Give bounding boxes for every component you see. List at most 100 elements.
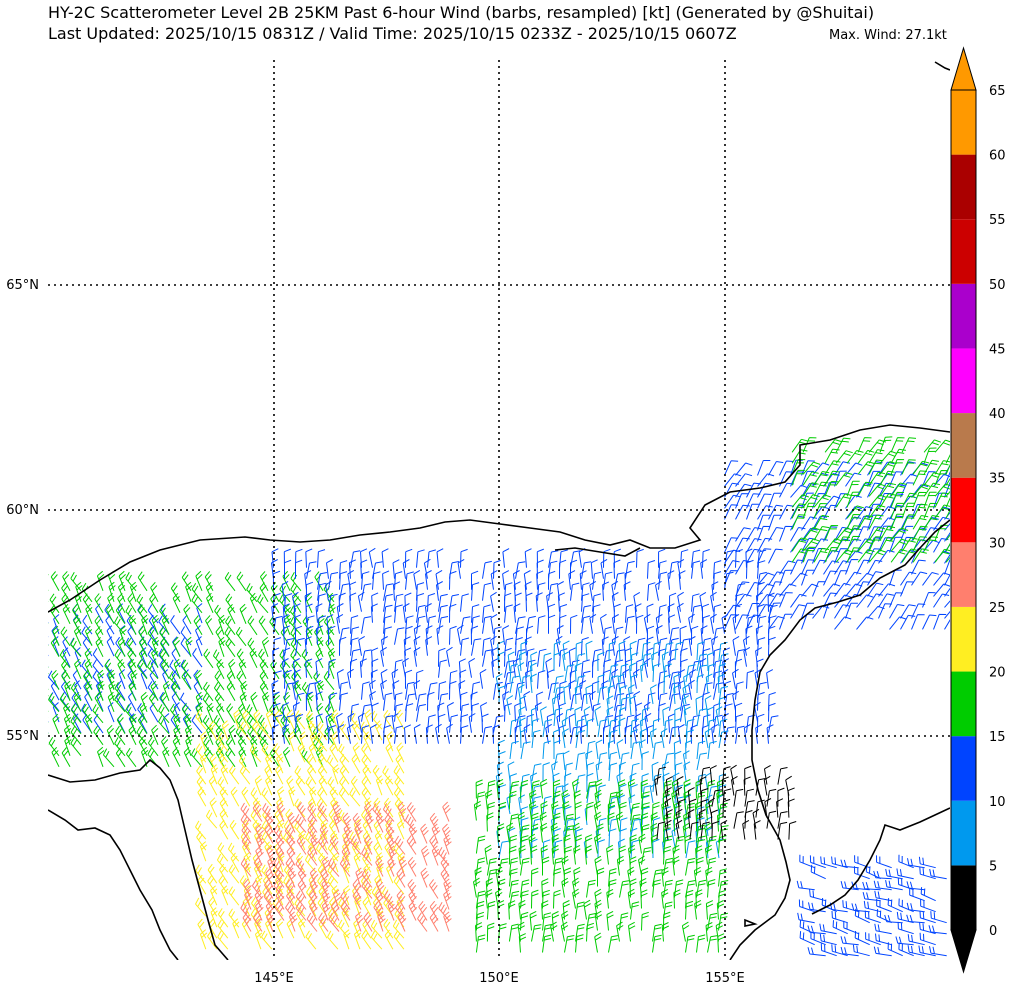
wind-barb xyxy=(547,603,556,623)
wind-barb xyxy=(874,890,892,902)
wind-barb xyxy=(471,604,480,623)
wind-barb xyxy=(438,647,446,667)
wind-barb xyxy=(791,548,808,563)
wind-barb xyxy=(810,931,826,946)
wind-barb xyxy=(704,695,712,716)
wind-barb xyxy=(209,753,218,774)
wind-barb xyxy=(264,764,273,785)
wind-barb xyxy=(264,879,274,899)
wind-barb xyxy=(428,879,439,899)
wind-barb xyxy=(846,535,860,552)
wind-barb xyxy=(608,935,619,953)
wind-barb xyxy=(766,724,774,744)
wind-barb xyxy=(48,644,49,646)
wind-barb xyxy=(315,658,323,678)
wind-barb xyxy=(361,616,372,634)
coastline-west-mainland xyxy=(48,758,229,960)
wind-barb xyxy=(384,775,394,796)
wind-barb xyxy=(531,706,539,727)
wind-barb xyxy=(471,638,482,656)
wind-barb xyxy=(575,718,585,738)
wind-barb xyxy=(197,918,207,939)
wind-barb xyxy=(641,806,650,826)
wind-barb xyxy=(205,615,214,636)
wind-barb xyxy=(147,736,159,757)
wind-barb xyxy=(126,637,137,658)
wind-barb xyxy=(383,604,393,623)
wind-barb xyxy=(934,460,950,475)
wind-barb xyxy=(369,690,376,711)
wind-barb xyxy=(901,502,915,519)
wind-barb xyxy=(801,569,814,586)
wind-barb xyxy=(206,724,214,746)
wind-barb xyxy=(898,942,914,957)
wind-barb xyxy=(218,875,229,895)
wind-barb xyxy=(744,765,752,785)
wind-barb xyxy=(105,604,115,625)
wind-barb xyxy=(191,748,203,768)
wind-barb xyxy=(777,821,788,840)
wind-barb xyxy=(834,604,850,619)
wind-barb xyxy=(559,614,567,634)
wind-barb xyxy=(909,888,925,902)
wind-barb xyxy=(327,864,339,884)
wind-barb xyxy=(586,785,597,804)
colorbar-tick-label: 15 xyxy=(989,730,1006,745)
wind-barb xyxy=(520,741,531,760)
wind-barb xyxy=(216,703,225,724)
wind-barb xyxy=(226,703,236,724)
wind-barb xyxy=(332,764,340,785)
wind-barb xyxy=(857,437,872,453)
lon-label-145: 145°E xyxy=(254,971,294,986)
wind-barb xyxy=(630,652,639,672)
wind-barb xyxy=(675,808,683,829)
wind-barb xyxy=(364,709,372,730)
wind-barb xyxy=(548,550,559,568)
wind-barb xyxy=(669,637,679,656)
wind-barb xyxy=(630,674,638,694)
wind-barb xyxy=(197,786,207,807)
wind-barb xyxy=(746,582,762,597)
wind-barb xyxy=(515,616,526,634)
wind-barb xyxy=(446,646,453,667)
wind-barb xyxy=(443,878,452,899)
wind-barb xyxy=(318,912,329,932)
wind-barb xyxy=(701,603,710,623)
wind-barb xyxy=(790,572,808,586)
wind-barb xyxy=(493,715,504,733)
wind-barb xyxy=(901,459,916,475)
wind-barb xyxy=(284,638,295,656)
wind-barb xyxy=(624,570,632,590)
wind-barb xyxy=(911,559,926,575)
wind-barb xyxy=(214,604,225,625)
wind-barb xyxy=(707,663,716,683)
wind-barb xyxy=(536,548,544,568)
wind-barb xyxy=(683,706,691,727)
wind-barb xyxy=(504,647,512,667)
wind-barb xyxy=(757,473,775,487)
wind-barb xyxy=(239,603,247,624)
wind-barb xyxy=(295,625,303,645)
wind-barb xyxy=(195,743,207,763)
wind-barb xyxy=(158,715,170,735)
wind-barb xyxy=(151,614,160,635)
wind-barb xyxy=(299,731,307,752)
wind-barb xyxy=(458,680,466,700)
wind-barb xyxy=(807,947,826,957)
wind-barb xyxy=(912,491,927,508)
wind-barb xyxy=(919,922,936,935)
wind-barb xyxy=(608,828,617,848)
wind-barb xyxy=(835,472,853,486)
wind-barb xyxy=(50,680,60,701)
wind-barb xyxy=(48,673,49,690)
wind-barb xyxy=(553,806,563,826)
wind-barb xyxy=(460,593,469,612)
wind-barb xyxy=(342,812,352,833)
wind-barb xyxy=(317,593,326,612)
wind-barb xyxy=(672,844,680,865)
wind-barb xyxy=(443,911,452,932)
wind-barb xyxy=(673,684,681,705)
wind-barb xyxy=(217,908,229,928)
wind-barb xyxy=(241,824,252,844)
wind-barb xyxy=(835,536,851,552)
